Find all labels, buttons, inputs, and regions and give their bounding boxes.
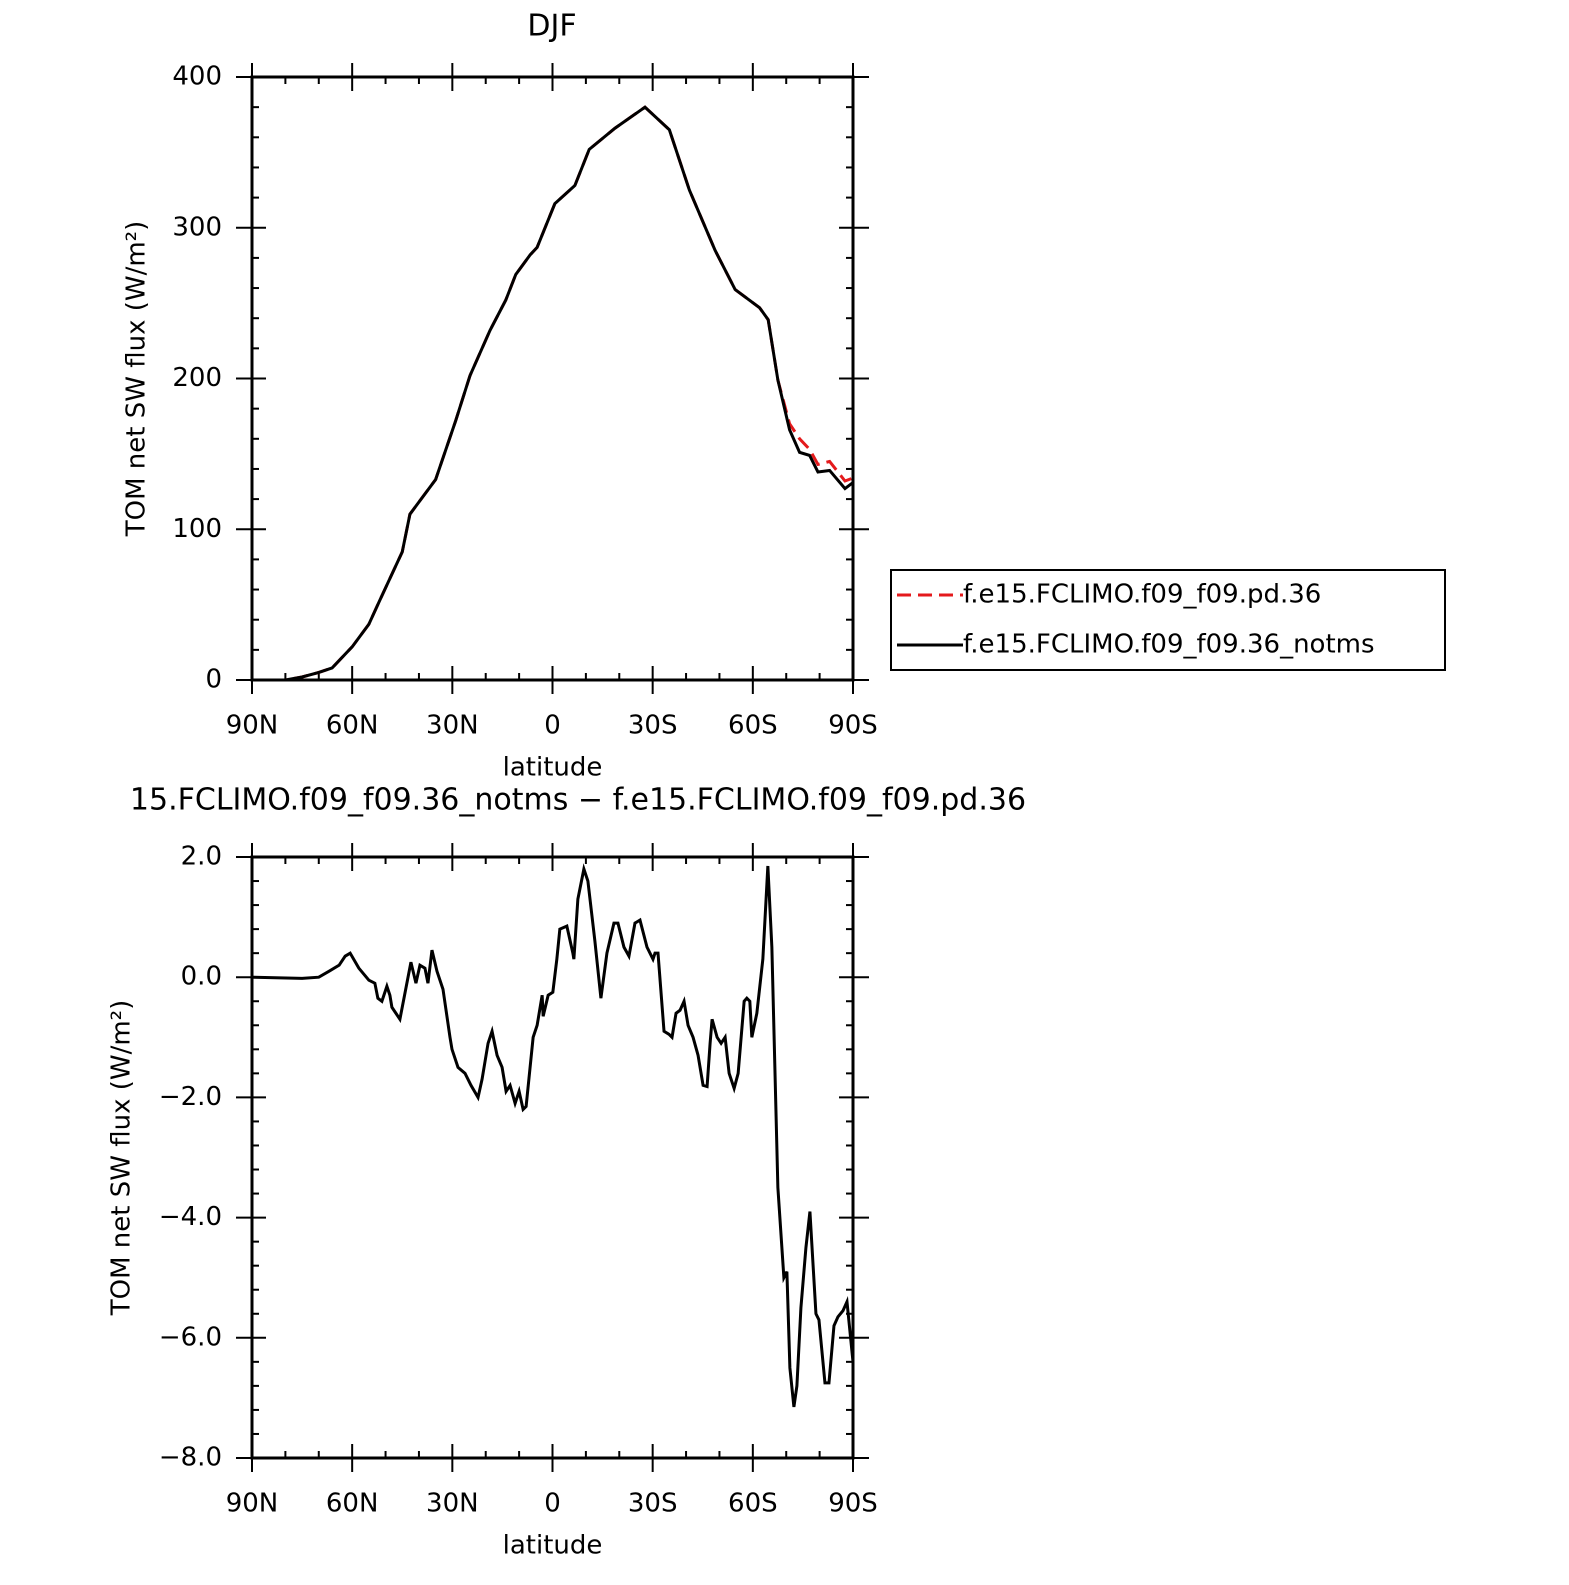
y-tick-label: 2.0: [181, 842, 222, 872]
x-tick-label: 90S: [828, 711, 878, 741]
x-tick-label: 60N: [326, 1489, 379, 1519]
legend-label: f.e15.FCLIMO.f09_f09.pd.36: [963, 580, 1321, 610]
chart-title: DJF: [527, 9, 576, 44]
x-tick-label: 90N: [226, 711, 279, 741]
y-tick-label: 100: [172, 514, 222, 544]
legend-label: f.e15.FCLIMO.f09_f09.36_notms: [963, 630, 1375, 660]
x-axis-label: latitude: [503, 1531, 603, 1561]
y-axis-label: TOM net SW flux (W/m²): [107, 1000, 137, 1316]
y-axis-label: TOM net SW flux (W/m²): [122, 221, 152, 537]
y-tick-label: 400: [172, 62, 222, 92]
x-tick-label: 60N: [326, 711, 379, 741]
x-tick-label: 90N: [226, 1489, 279, 1519]
x-tick-label: 60S: [728, 1489, 778, 1519]
x-tick-label: 30S: [628, 711, 678, 741]
y-tick-label: 300: [172, 212, 222, 242]
data-line: [252, 105, 853, 680]
plot-frame: [250, 75, 855, 682]
y-tick-label: 0.0: [181, 962, 222, 992]
y-tick-label: 200: [172, 363, 222, 393]
y-tick-label: −4.0: [159, 1202, 222, 1232]
data-line: [252, 863, 853, 1408]
x-tick-label: 0: [544, 1489, 561, 1519]
x-tick-label: 60S: [728, 711, 778, 741]
x-tick-label: 30N: [426, 1489, 479, 1519]
x-tick-label: 30N: [426, 711, 479, 741]
y-tick-label: 0: [205, 665, 222, 695]
x-tick-label: 30S: [628, 1489, 678, 1519]
y-tick-label: −8.0: [159, 1443, 222, 1473]
x-axis-label: latitude: [503, 753, 603, 783]
y-tick-label: −2.0: [159, 1082, 222, 1112]
chart-title: 15.FCLIMO.f09_f09.36_notms − f.e15.FCLIM…: [130, 783, 1026, 818]
legend-box: [890, 569, 1446, 671]
y-tick-label: −6.0: [159, 1322, 222, 1352]
data-line: [252, 105, 853, 680]
plot-frame: [250, 855, 855, 1460]
x-tick-label: 90S: [828, 1489, 878, 1519]
x-tick-label: 0: [544, 711, 561, 741]
